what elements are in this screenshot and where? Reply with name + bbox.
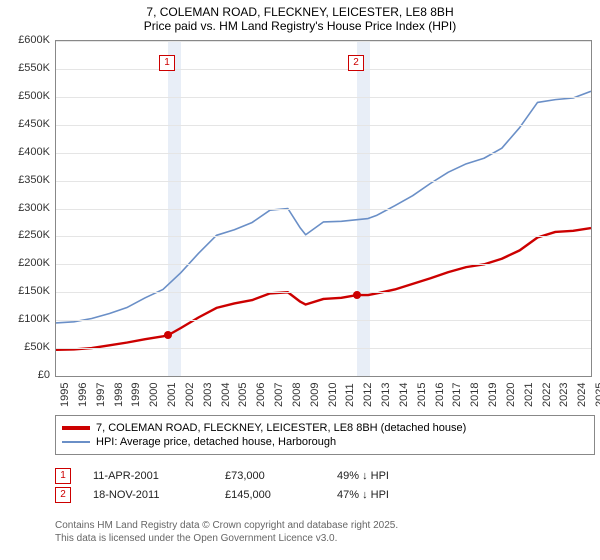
y-tick-label: £400K: [0, 146, 50, 158]
chart-container: 7, COLEMAN ROAD, FLECKNEY, LEICESTER, LE…: [0, 0, 600, 560]
sales-row-date: 18-NOV-2011: [93, 489, 203, 501]
sale-marker-dot: [164, 331, 172, 339]
sales-row: 1 11-APR-2001 £73,000 49% ↓ HPI: [55, 468, 595, 484]
grid-line: [56, 181, 591, 182]
legend: 7, COLEMAN ROAD, FLECKNEY, LEICESTER, LE…: [55, 415, 595, 455]
y-tick-label: £50K: [0, 341, 50, 353]
y-tick-label: £550K: [0, 62, 50, 74]
y-tick-label: £450K: [0, 118, 50, 130]
legend-row: HPI: Average price, detached house, Harb…: [62, 436, 588, 448]
legend-row: 7, COLEMAN ROAD, FLECKNEY, LEICESTER, LE…: [62, 422, 588, 434]
sale-marker-box: 1: [159, 55, 175, 71]
grid-line: [56, 320, 591, 321]
footnote: Contains HM Land Registry data © Crown c…: [55, 520, 595, 545]
y-tick-label: £150K: [0, 285, 50, 297]
y-tick-label: £250K: [0, 229, 50, 241]
grid-line: [56, 153, 591, 154]
legend-swatch: [62, 441, 90, 443]
y-tick-label: £100K: [0, 313, 50, 325]
chart-title-line2: Price paid vs. HM Land Registry's House …: [0, 19, 600, 33]
sales-table: 1 11-APR-2001 £73,000 49% ↓ HPI 2 18-NOV-2011…: [55, 465, 595, 506]
legend-label: 7, COLEMAN ROAD, FLECKNEY, LEICESTER, LE…: [96, 422, 466, 434]
chart-title-layer: 7, COLEMAN ROAD, FLECKNEY, LEICESTER, LE…: [0, 5, 600, 33]
grid-line: [56, 97, 591, 98]
sales-row: 2 18-NOV-2011 £145,000 47% ↓ HPI: [55, 487, 595, 503]
y-tick-label: £200K: [0, 257, 50, 269]
footnote-line2: This data is licensed under the Open Gov…: [55, 533, 595, 546]
legend-label: HPI: Average price, detached house, Harb…: [96, 436, 336, 448]
grid-line: [56, 264, 591, 265]
y-tick-label: £350K: [0, 174, 50, 186]
sale-marker-box: 2: [348, 55, 364, 71]
grid-line: [56, 69, 591, 70]
grid-line: [56, 236, 591, 237]
series-subject: [56, 228, 591, 350]
footnote-line1: Contains HM Land Registry data © Crown c…: [55, 520, 595, 533]
sales-row-price: £73,000: [225, 470, 315, 482]
sales-row-delta: 47% ↓ HPI: [337, 489, 389, 501]
y-tick-label: £500K: [0, 90, 50, 102]
grid-line: [56, 348, 591, 349]
grid-line: [56, 125, 591, 126]
series-hpi: [56, 91, 591, 323]
y-tick-label: £0: [0, 369, 50, 381]
x-tick-label: 2025: [594, 383, 600, 407]
sales-row-date: 11-APR-2001: [93, 470, 203, 482]
grid-line: [56, 41, 591, 42]
grid-line: [56, 292, 591, 293]
sales-row-price: £145,000: [225, 489, 315, 501]
y-tick-label: £300K: [0, 202, 50, 214]
sale-marker-dot: [353, 291, 361, 299]
sales-row-delta: 49% ↓ HPI: [337, 470, 389, 482]
grid-line: [56, 376, 591, 377]
sales-row-marker: 1: [55, 468, 71, 484]
plot-area: [55, 40, 592, 377]
chart-title-line1: 7, COLEMAN ROAD, FLECKNEY, LEICESTER, LE…: [0, 5, 600, 19]
grid-line: [56, 209, 591, 210]
sales-row-marker: 2: [55, 487, 71, 503]
legend-swatch: [62, 426, 90, 430]
y-tick-label: £600K: [0, 34, 50, 46]
